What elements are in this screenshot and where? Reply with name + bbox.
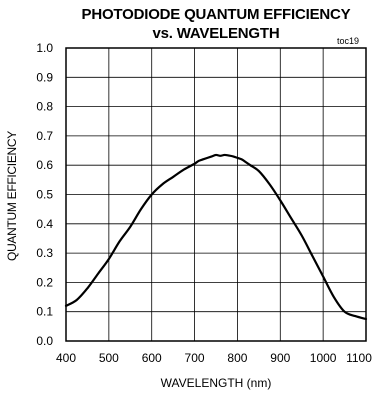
series-line-0 bbox=[64, 153, 368, 321]
y-tick-label: 0.1 bbox=[36, 305, 53, 319]
gridlines bbox=[65, 47, 367, 342]
y-tick-label: 0.0 bbox=[36, 334, 53, 348]
x-tick-label: 400 bbox=[56, 351, 76, 365]
chart-title-line-1: PHOTODIODE QUANTUM EFFICIENCY bbox=[81, 6, 351, 23]
y-tick-label: 0.4 bbox=[36, 217, 53, 231]
y-tick-labels: 0.0 0.1 0.2 0.3 0.4 0.5 0.6 0.7 0.8 0.9 1.0 bbox=[36, 41, 53, 348]
x-tick-label: 800 bbox=[227, 351, 247, 365]
x-tick-label: 500 bbox=[99, 351, 119, 365]
x-tick-labels: 400 500 600 700 800 900 1000 1100 bbox=[56, 351, 372, 365]
x-axis-label: WAVELENGTH (nm) bbox=[160, 376, 272, 390]
plot-frame bbox=[65, 47, 367, 342]
y-tick-label: 0.2 bbox=[36, 275, 53, 289]
x-tick-label: 600 bbox=[142, 351, 162, 365]
chart-note: toc19 bbox=[337, 36, 360, 46]
x-tick-label: 700 bbox=[185, 351, 205, 365]
y-tick-label: 0.7 bbox=[36, 129, 53, 143]
series-group bbox=[64, 153, 368, 321]
y-tick-label: 1.0 bbox=[36, 41, 53, 55]
y-tick-label: 0.5 bbox=[36, 188, 53, 202]
chart-title-line-2: vs. WAVELENGTH bbox=[152, 25, 280, 42]
x-tick-label: 900 bbox=[270, 351, 290, 365]
x-tick-label: 1000 bbox=[310, 351, 337, 365]
y-tick-label: 0.3 bbox=[36, 246, 53, 260]
y-tick-label: 0.8 bbox=[36, 100, 53, 114]
x-tick-label: 1100 bbox=[346, 351, 372, 365]
y-tick-label: 0.9 bbox=[36, 70, 53, 84]
y-tick-label: 0.6 bbox=[36, 158, 53, 172]
